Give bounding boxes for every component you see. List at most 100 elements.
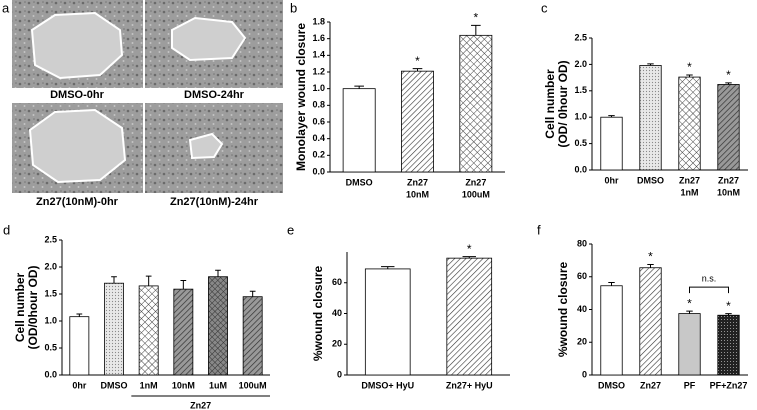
- annotation: n.s.: [702, 274, 717, 284]
- y-axis-label: (OD/ 0hour OD): [556, 60, 570, 147]
- x-tick-label: Zn27: [679, 175, 700, 185]
- y-axis-label: Cell number: [13, 273, 27, 343]
- significance-marker: *: [473, 11, 478, 25]
- x-tick-label: Zn27: [640, 380, 661, 390]
- y-tick-label: 20: [577, 337, 587, 347]
- error-bar: [145, 275, 152, 286]
- y-axis-label: Cell number: [543, 69, 557, 139]
- y-tick-label: 1.8: [312, 16, 325, 26]
- error-bar: [686, 310, 693, 314]
- y-tick-label: 1.6: [312, 33, 325, 43]
- panel-label: a: [2, 0, 10, 15]
- bar: [639, 267, 662, 376]
- x-tick-label: DMSO: [346, 177, 373, 187]
- bar: [446, 257, 493, 376]
- y-tick-label: 1.0: [574, 112, 587, 122]
- y-tick-label: 60: [577, 271, 587, 281]
- y-tick-label: 1.4: [312, 50, 325, 60]
- significance-marker: *: [415, 54, 420, 68]
- y-axis-label: Monolayer wound closure: [294, 23, 308, 171]
- bar: [459, 34, 493, 173]
- y-tick-label: 1.0: [312, 83, 325, 93]
- bar: [342, 88, 376, 173]
- bar: [173, 288, 194, 376]
- panel-label: d: [3, 222, 10, 237]
- error-bar: [412, 68, 423, 72]
- y-tick-label: 0.6: [312, 116, 325, 126]
- y-tick-label: 2.0: [44, 261, 57, 271]
- error-bar: [608, 115, 615, 118]
- panel-label: e: [287, 222, 294, 237]
- x-tick-label: DMSO: [101, 380, 128, 390]
- error-bar: [462, 256, 476, 259]
- x-tick-label: Zn27: [465, 177, 486, 187]
- x-tick-label: 100uM: [462, 189, 490, 199]
- y-tick-label: 40: [332, 308, 342, 318]
- caption: DMSO-24hr: [184, 89, 245, 101]
- error-bar: [471, 24, 481, 36]
- y-tick-label: 2.0: [574, 59, 587, 69]
- x-tick-label: Zn27: [718, 175, 739, 185]
- significance-marker: *: [648, 250, 653, 264]
- y-tick-label: 1.5: [574, 85, 587, 95]
- caption: Zn27(10nM)-24hr: [170, 196, 259, 208]
- significance-marker: *: [687, 60, 692, 74]
- x-tick-label: 1uM: [209, 380, 227, 390]
- y-tick-label: 0.8: [312, 100, 325, 110]
- panel-label: f: [537, 222, 541, 237]
- y-tick-label: 0.5: [44, 342, 57, 352]
- error-bar: [354, 85, 364, 89]
- panel-a: a DMSO-0hr DMSO-24hr Zn27(10nM)-0hr Zn27…: [2, 0, 283, 208]
- error-bar: [686, 74, 693, 78]
- x-tick-label: Zn27: [407, 177, 428, 187]
- y-tick-label: 0.2: [312, 150, 325, 160]
- error-bar: [647, 263, 654, 268]
- significance-marker: *: [726, 68, 731, 82]
- y-tick-label: 60: [332, 277, 342, 287]
- x-tick-label: DMSO: [637, 175, 664, 185]
- bar: [678, 76, 701, 171]
- caption: Zn27(10nM)-0hr: [36, 196, 119, 208]
- y-tick-label: 2.5: [44, 234, 57, 244]
- y-tick-label: 0.5: [574, 138, 587, 148]
- y-tick-label: 0: [582, 369, 587, 379]
- error-bar: [215, 269, 221, 277]
- significance-marker: *: [726, 299, 731, 313]
- bar: [639, 65, 662, 171]
- x-tick-label: 1nM: [681, 187, 699, 197]
- error-bar: [647, 63, 654, 66]
- bar: [104, 282, 124, 376]
- error-bar: [725, 313, 732, 316]
- y-tick-label: 1.2: [312, 66, 325, 76]
- bar: [600, 116, 623, 171]
- x-tick-label: 10nM: [406, 189, 429, 199]
- bar: [678, 313, 701, 376]
- y-tick-label: 20: [332, 339, 342, 349]
- panel-label: c: [541, 0, 548, 15]
- x-tick-label: 10nM: [172, 380, 195, 390]
- significance-marker: *: [687, 296, 692, 310]
- bar: [69, 316, 90, 376]
- x-tick-label: 10nM: [717, 187, 740, 197]
- y-tick-label: 0: [337, 369, 342, 379]
- wound-outline: [171, 16, 247, 62]
- x-tick-label: DMSO: [598, 380, 625, 390]
- error-bar: [608, 281, 615, 286]
- wound-outline: [28, 108, 127, 184]
- group-label: Zn27: [190, 400, 211, 410]
- y-axis-label: %wound closure: [311, 266, 325, 362]
- y-axis-label: %wound closure: [556, 262, 570, 358]
- y-tick-label: 40: [577, 304, 587, 314]
- y-axis-label: (OD/0hour OD): [26, 266, 40, 350]
- y-tick-label: 1.0: [44, 315, 57, 325]
- y-tick-label: 80: [577, 238, 587, 248]
- bar: [242, 296, 263, 376]
- bar: [138, 285, 159, 376]
- panel-label: b: [290, 0, 297, 15]
- bar: [717, 84, 740, 171]
- bar: [401, 70, 434, 173]
- x-tick-label: 100uM: [239, 380, 267, 390]
- bar: [208, 276, 228, 376]
- x-tick-label: 1nM: [140, 380, 158, 390]
